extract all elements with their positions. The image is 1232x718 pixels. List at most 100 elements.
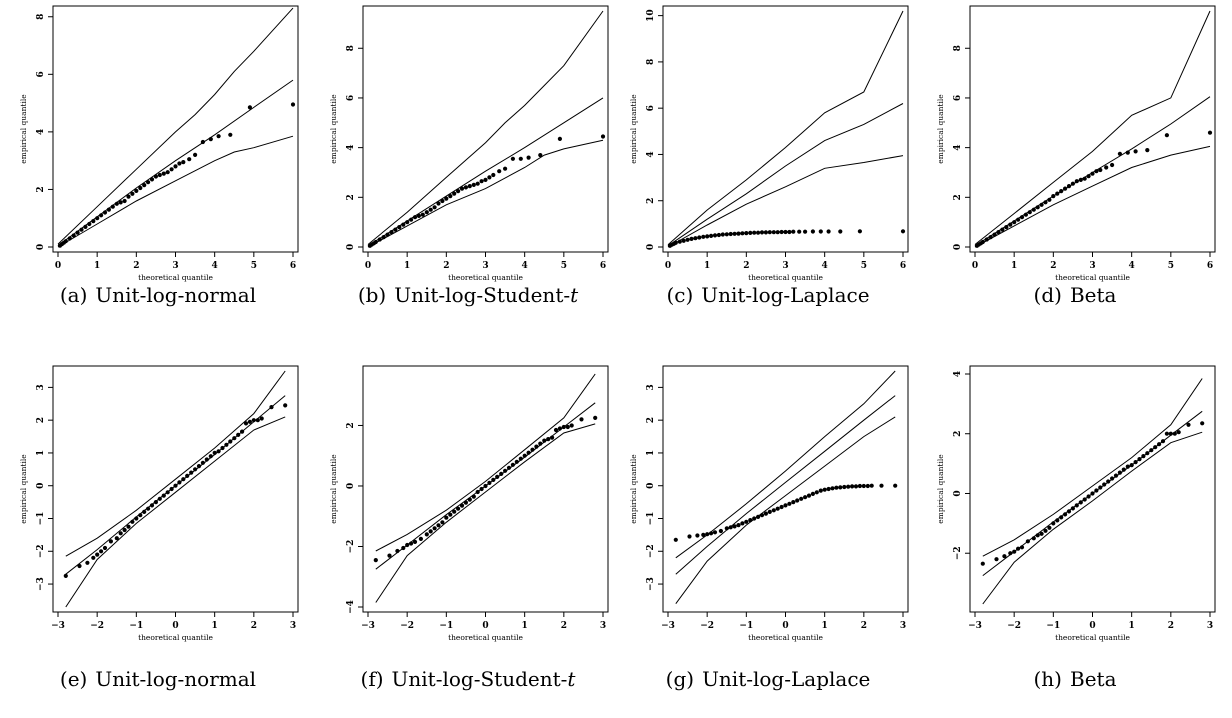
caption-f: (f) Unit-log-Student-t (318, 667, 618, 691)
qq-plot-b: 0 1 2 3 4 5 6 0 2 4 6 8 theoretical quantile empirica… (329, 5, 609, 282)
data-point (697, 235, 702, 240)
caption-id: (d) (1033, 283, 1062, 307)
data-point (1047, 525, 1052, 530)
data-point (1133, 149, 1138, 154)
x-tick-label: −3 (968, 621, 982, 631)
data-point (99, 549, 104, 554)
envelope-upper-line (367, 10, 604, 245)
y-tick-label: 4 (36, 129, 46, 135)
data-point (510, 156, 515, 161)
data-point (467, 184, 472, 189)
envelope-lower-line (974, 145, 1211, 248)
data-point (1031, 536, 1036, 541)
data-point (448, 194, 453, 199)
data-point (980, 239, 985, 245)
y-tick-label: 2 (346, 422, 356, 428)
data-point (91, 219, 96, 224)
data-point (85, 560, 90, 565)
data-point (550, 435, 555, 440)
data-point (444, 515, 449, 520)
data-point (208, 137, 213, 142)
data-point (756, 230, 761, 235)
data-point (893, 483, 898, 488)
data-point (783, 503, 788, 508)
data-point (491, 477, 496, 482)
caption-name: Unit-log-normal (95, 667, 257, 691)
data-point (810, 229, 815, 234)
y-tick-label: 0 (346, 244, 356, 250)
data-point (1063, 186, 1068, 191)
x-tick-label: 3 (1207, 621, 1213, 631)
data-point (200, 139, 205, 145)
x-tick-label: 0 (972, 261, 978, 271)
data-point (763, 511, 768, 516)
data-point (196, 464, 202, 469)
data-point (1090, 171, 1095, 176)
data-point (269, 405, 274, 410)
x-tick-label: 5 (251, 261, 257, 271)
data-point (216, 134, 221, 139)
data-point (593, 415, 598, 420)
data-point (791, 229, 796, 234)
y-tick-label: 0 (646, 244, 656, 250)
data-point (1066, 184, 1072, 189)
panel-c: 0 1 2 3 4 5 6 0 2 4 6 8 10 theoretical quantile empiri… (618, 0, 918, 358)
data-point (797, 229, 802, 234)
caption-name: Beta (1070, 667, 1117, 691)
y-tick-label: 0 (953, 244, 963, 250)
data-point (1153, 445, 1158, 450)
data-point (373, 239, 378, 245)
y-tick-label: −2 (953, 546, 963, 560)
data-point (565, 424, 570, 430)
data-point (1059, 515, 1064, 520)
data-point (475, 489, 480, 495)
data-point (783, 229, 788, 235)
data-point (759, 513, 765, 518)
data-point (1104, 165, 1109, 170)
data-point (236, 432, 241, 437)
data-point (1012, 220, 1017, 225)
data-point (134, 516, 139, 521)
data-point (728, 231, 733, 237)
data-point (463, 500, 468, 505)
data-point (716, 232, 721, 238)
data-point (728, 525, 733, 530)
data-point (1025, 539, 1030, 544)
data-point (1200, 421, 1205, 426)
data-point (687, 534, 692, 539)
data-point (75, 230, 80, 235)
data-point (142, 509, 147, 514)
data-point (200, 460, 205, 465)
caption-id: (f) (360, 667, 384, 691)
data-point (377, 237, 382, 242)
data-point (463, 185, 468, 190)
x-tick-label: 6 (290, 261, 296, 271)
y-tick-label: 0 (646, 483, 656, 489)
data-point (1066, 509, 1072, 514)
x-tick-label: 1 (522, 621, 528, 631)
envelope-upper-line (667, 10, 904, 246)
x-tick-label: 4 (1129, 261, 1135, 271)
data-point (522, 453, 527, 458)
data-point (130, 191, 135, 196)
data-point (459, 503, 465, 508)
y-tick-label: −1 (646, 512, 656, 526)
data-point (1164, 133, 1169, 138)
x-tick-label: 6 (600, 261, 606, 271)
data-point (91, 555, 96, 560)
y-tick-label: 4 (346, 144, 356, 150)
x-tick-label: 2 (561, 621, 567, 631)
x-tick-label: −2 (90, 621, 104, 631)
data-point (787, 229, 792, 235)
data-point (546, 437, 551, 442)
data-point (440, 198, 445, 204)
data-point (471, 494, 476, 499)
x-tick-label: 2 (1050, 261, 1056, 271)
data-point (518, 456, 523, 461)
data-point (553, 427, 559, 433)
data-point (984, 237, 989, 242)
data-point (412, 539, 418, 544)
data-point (857, 229, 862, 234)
y-tick-label: 4 (953, 371, 963, 377)
x-tick-label: 2 (251, 621, 257, 631)
